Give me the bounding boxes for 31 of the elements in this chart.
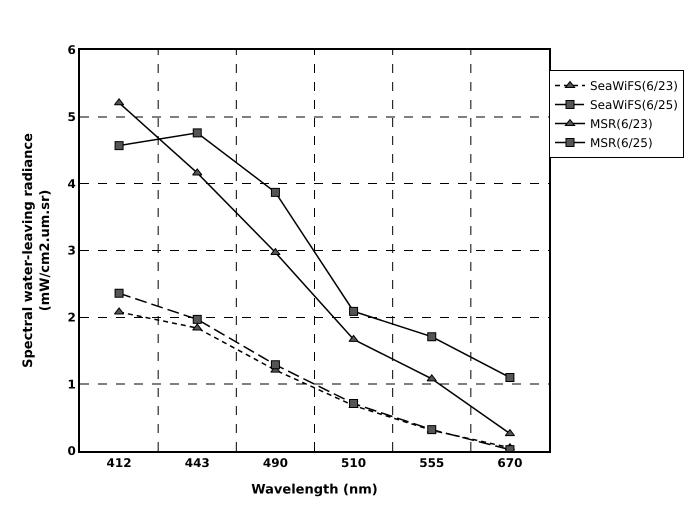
point	[427, 332, 436, 342]
x-tick-label: 443	[184, 456, 210, 470]
y-tick-label: 5	[67, 110, 76, 124]
y-tick-label: 2	[67, 310, 76, 325]
point	[426, 374, 437, 382]
point	[192, 128, 202, 138]
point	[270, 188, 280, 197]
x-tick-label: 412	[106, 456, 132, 470]
y-axis-title: Spectral water-leaving radiance (mW/cm2.um.sr)	[21, 132, 53, 368]
point	[349, 306, 358, 316]
point	[192, 324, 202, 331]
point	[114, 288, 124, 298]
legend-label: SeaWiFS(6/25)	[590, 98, 678, 112]
y-tick-label: 3	[67, 244, 76, 258]
point	[114, 141, 124, 150]
x-tick-label: 670	[497, 456, 522, 470]
point	[505, 372, 514, 382]
x-tick-label: 510	[341, 456, 366, 470]
y-tick-label: 0	[67, 444, 76, 458]
point	[270, 360, 280, 370]
point	[192, 168, 202, 176]
legend-label: MSR(6/23)	[590, 117, 653, 132]
legend-label: SeaWiFS(6/23)	[590, 79, 678, 94]
y-tick-label: 6	[67, 43, 76, 58]
x-tick-label: 555	[419, 456, 444, 470]
x-axis-title: Wavelength (nm)	[251, 482, 378, 498]
y-tick-label: 4	[67, 176, 76, 191]
legend-label: MSR(6/25)	[590, 136, 653, 150]
x-tick-label: 490	[262, 456, 288, 470]
point	[192, 314, 202, 324]
y-tick-label: 1	[67, 377, 76, 392]
